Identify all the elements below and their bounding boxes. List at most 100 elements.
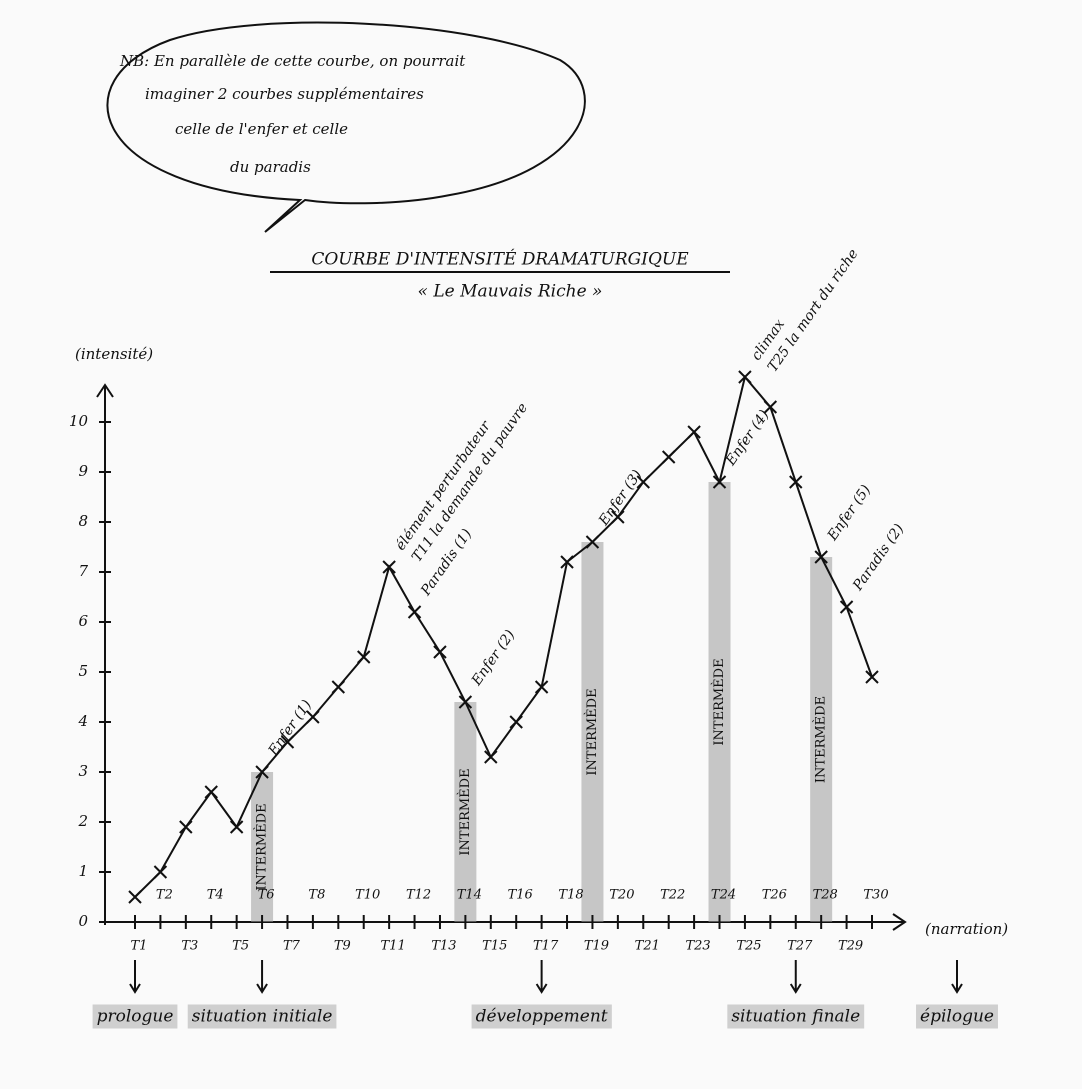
phase-label: prologue [97,1007,174,1027]
intermede-label: INTERMÈDE [584,688,600,775]
point-marker [636,475,650,489]
point-marker [687,425,701,439]
point-marker [814,550,828,564]
intermede-band [454,702,477,922]
x-tick-label: T24 [711,888,736,903]
x-tick-label: T14 [457,888,482,903]
point-marker [204,785,218,799]
phase-label: épilogue [920,1007,994,1027]
point-marker [534,680,549,694]
phase-label: situation initiale [192,1007,333,1027]
point-marker [229,820,244,834]
y-tick-label: 5 [78,662,88,680]
phase-highlight [727,1004,865,1029]
point-marker [611,510,625,524]
intermede-band [581,542,604,922]
y-tick-label: 8 [78,512,88,530]
intermede-label: INTERMÈDE [711,658,727,745]
x-tick-label: T10 [355,888,380,903]
x-tick-label: T6 [258,888,275,903]
point-marker [560,555,574,569]
point-marker [484,750,498,764]
x-tick-label: T30 [863,888,888,903]
x-tick-label: T26 [762,888,787,903]
x-tick-label: T9 [334,939,351,954]
note-line: imaginer 2 courbes supplémentaires [145,85,424,103]
point-annotation: Enfer (2) [468,627,518,689]
chart-title: COURBE D'INTENSITÉ DRAMATURGIQUE [311,249,689,270]
x-tick-label: T21 [635,939,660,954]
y-tick-label: 0 [78,912,88,930]
x-tick-label: T12 [406,888,431,903]
point-marker [458,695,473,709]
point-annotation: climaxT25 la mort du riche [748,235,861,375]
axes [96,383,907,931]
x-tick-label: T1 [131,939,148,954]
y-tick-label: 1 [78,862,88,880]
x-tick-label: T23 [685,939,710,954]
phase-highlight [471,1004,612,1029]
point-marker [280,735,295,749]
point-annotation: Enfer (1) [265,697,315,759]
x-tick-label: T22 [660,888,685,903]
y-tick-label: 3 [78,762,88,780]
x-tick-label: T29 [838,939,863,954]
x-tick-label: T15 [482,939,507,954]
point-marker [865,670,879,684]
point-marker [738,370,752,384]
note-line: NB: En parallèle de cette courbe, on pou… [119,52,466,70]
note-bubble [106,21,586,233]
phase-arrow [535,960,548,994]
point-marker [128,890,142,904]
annotation-line: T25 la mort du riche [765,246,862,375]
phase-arrow [951,960,963,994]
phase-label: situation finale [731,1007,860,1027]
point-marker [789,475,803,489]
point-marker [407,605,422,619]
x-tick-label: T16 [508,888,533,903]
x-tick-label: T3 [181,939,198,954]
point-marker [839,600,854,614]
x-tick-label: T2 [156,888,173,903]
y-tick-label: 4 [77,712,88,730]
x-tick-label: T5 [232,939,249,954]
x-tick-label: T25 [736,939,761,954]
x-tick-label: T19 [584,939,609,954]
x-tick-label: T27 [787,939,813,954]
y-tick-label: 10 [69,412,89,430]
point-marker [661,450,676,464]
intermede-band [810,557,833,922]
note-line: du paradis [230,158,311,176]
x-tick-label: T18 [558,888,583,903]
note-line: celle de l'enfer et celle [175,120,348,138]
intermede-band [251,772,274,922]
x-tick-label: T28 [813,888,838,903]
phase-highlight [916,1004,998,1029]
intermede-label: INTERMÈDE [254,803,270,890]
point-marker [763,400,778,414]
x-tick-label: T17 [533,939,559,954]
x-tick-label: T4 [207,888,224,903]
point-marker [712,475,727,489]
point-annotation: Enfer (5) [824,482,874,544]
x-tick-label: T13 [431,939,456,954]
phase-arrow [256,960,268,994]
phase-arrow [789,960,802,994]
phase-highlight [187,1004,337,1029]
intermede-label: INTERMÈDE [457,768,473,855]
x-tick-label: T7 [283,939,301,954]
x-axis-label: (narration) [925,920,1008,938]
x-tick-label: T8 [308,888,325,903]
point-marker [179,820,193,834]
y-axis-label: (intensité) [75,345,153,363]
y-tick-label: 6 [78,612,88,630]
phase-arrow [129,960,141,994]
point-marker [509,715,523,729]
point-marker [306,710,320,724]
point-marker [255,765,269,779]
intermede-label: INTERMÈDE [813,696,829,783]
chart-subtitle: « Le Mauvais Riche » [418,282,603,302]
phase-highlight [92,1004,178,1029]
point-marker [357,650,371,664]
